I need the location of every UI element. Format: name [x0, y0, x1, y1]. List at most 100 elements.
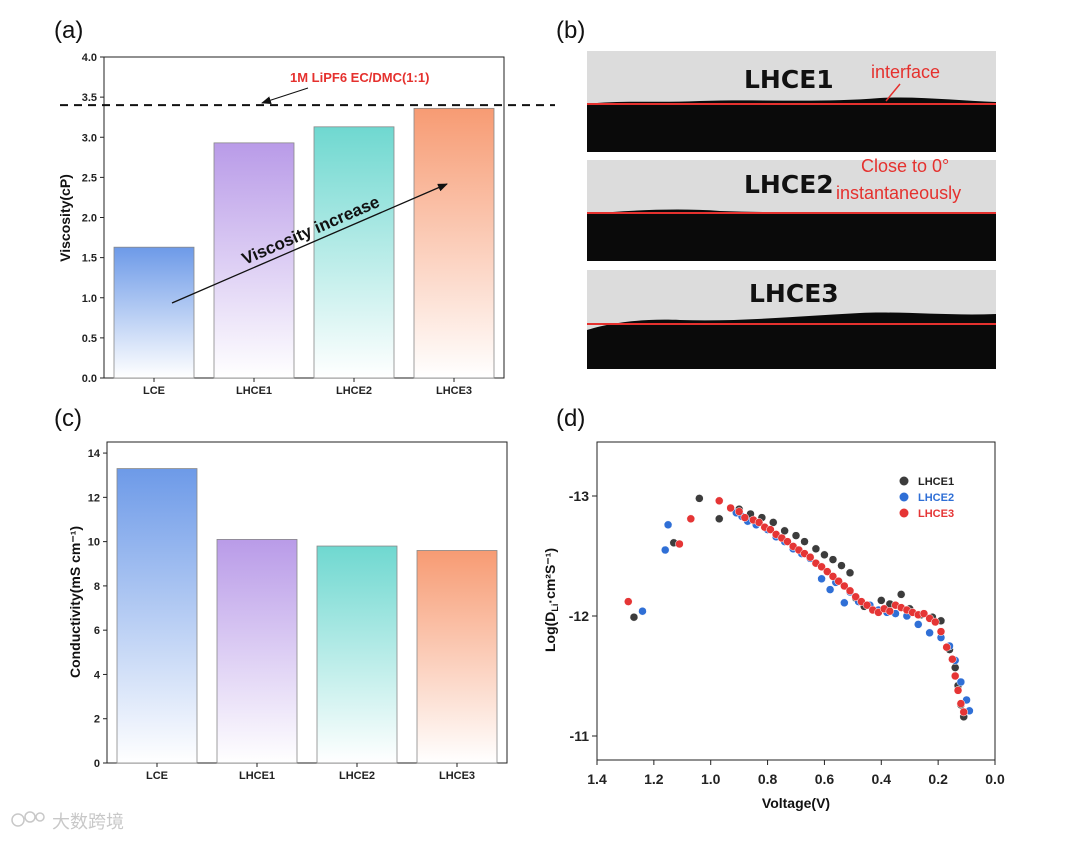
- x-tick-label: LHCE1: [239, 770, 275, 782]
- x-tick-label: 0.6: [815, 771, 835, 787]
- point-lhce1: [780, 526, 789, 536]
- viscosity-y-axis-title: Viscosity(cP): [57, 174, 73, 262]
- point-lhce2: [956, 677, 966, 687]
- point-lhce2: [638, 606, 647, 616]
- point-lhce3: [740, 513, 750, 522]
- point-lhce1: [811, 544, 821, 554]
- x-tick-label: LHCE2: [336, 385, 372, 397]
- diffusion-plot-frame: [596, 441, 996, 761]
- legend-label-lhce3: LHCE3: [918, 508, 954, 520]
- photo-lhce3-label: LHCE3: [749, 279, 839, 308]
- point-lhce3: [686, 514, 696, 524]
- legend-label-lhce1: LHCE1: [918, 476, 954, 488]
- point-lhce3: [714, 496, 724, 506]
- point-lhce2: [825, 585, 835, 594]
- interface-pointer-arrow: [885, 83, 901, 102]
- point-lhce3: [950, 671, 960, 681]
- diffusion-y-title-rest: ·cm²S⁻¹): [542, 548, 558, 604]
- point-lhce3: [823, 567, 832, 576]
- photo-lhce2-note-line2: instantaneously: [836, 183, 961, 203]
- point-lhce1: [714, 514, 724, 524]
- y-tick-label: 2: [94, 714, 100, 726]
- y-tick-label: -12: [569, 608, 589, 624]
- point-lhce2: [925, 628, 934, 638]
- conductivity-y-axis-title: Conductivity(mS cm⁻¹): [67, 526, 83, 678]
- point-lhce1: [791, 531, 801, 540]
- point-lhce3: [734, 507, 744, 516]
- bar-lhce1: [216, 539, 298, 764]
- y-tick-label: 0.5: [82, 333, 97, 345]
- point-lhce1: [896, 590, 906, 599]
- panel-d-label: (d): [556, 405, 585, 432]
- viscosity-chart: 0.0 0.5 1.0 1.5 2.0 2.5 3.0 3.5 4.0 LCE LHCE1 LHCE…: [57, 52, 555, 397]
- point-lhce3: [862, 600, 872, 610]
- x-tick-label: LHCE3: [436, 385, 472, 397]
- x-tick-label: 1.4: [587, 771, 607, 787]
- photo-lhce3-substrate: [587, 312, 996, 369]
- point-lhce3: [840, 581, 849, 591]
- bar-lhce2: [313, 126, 395, 379]
- photo-lhce1-note: interface: [871, 62, 940, 82]
- point-lhce3: [834, 576, 843, 586]
- diffusion-x-axis-title: Voltage(V): [762, 795, 830, 811]
- y-tick-label: 4: [94, 669, 101, 681]
- x-tick-label: 1.2: [644, 771, 664, 787]
- photo-lhce3: LHCE3: [587, 270, 996, 369]
- y-tick-label: 0.0: [82, 373, 97, 385]
- point-lhce3: [624, 597, 633, 606]
- point-lhce1: [828, 555, 838, 564]
- y-tick-label: 2.5: [82, 172, 97, 184]
- point-lhce2: [660, 545, 670, 555]
- y-tick-label: 2.0: [82, 213, 97, 225]
- x-tick-label: 0.2: [928, 771, 948, 787]
- point-lhce2: [913, 620, 923, 629]
- y-tick-label: 1.5: [82, 253, 97, 265]
- point-lhce3: [851, 592, 860, 602]
- reference-pointer-arrow: [261, 87, 309, 105]
- trend-arrow: [171, 183, 448, 304]
- point-lhce3: [828, 572, 838, 581]
- x-tick-label: LHCE2: [339, 770, 375, 782]
- point-lhce3: [931, 617, 940, 627]
- panel-b-label: (b): [556, 17, 585, 44]
- point-lhce3: [726, 503, 735, 513]
- point-lhce2: [840, 598, 849, 608]
- point-lhce3: [936, 627, 946, 636]
- point-lhce3: [942, 642, 951, 652]
- watermark-logo-icon: [11, 813, 25, 827]
- watermark-text: 大数跨境: [52, 812, 124, 833]
- point-lhce3: [845, 586, 855, 596]
- point-lhce3: [953, 686, 963, 695]
- point-lhce3: [817, 562, 826, 572]
- y-tick-label: 4.0: [82, 52, 97, 64]
- legend-marker-lhce1: [899, 476, 909, 486]
- y-tick-label: 12: [88, 492, 100, 504]
- photo-lhce2: LHCE2 Close to 0° instantaneously: [587, 156, 996, 261]
- bar-lce: [113, 246, 195, 379]
- x-tick-label: 1.0: [701, 771, 721, 787]
- x-tick-label: LHCE3: [439, 770, 475, 782]
- diffusion-y-title-sub: Li: [550, 604, 560, 612]
- point-lhce3: [956, 699, 966, 708]
- point-lhce1: [837, 561, 846, 570]
- y-tick-label: 14: [88, 448, 101, 460]
- contact-angle-photos: LHCE1 interface LHCE2 Close to 0° instan…: [587, 51, 996, 369]
- y-tick-label: 6: [94, 625, 100, 637]
- y-tick-label: 3.5: [82, 92, 97, 104]
- y-tick-label: 3.0: [82, 132, 97, 144]
- x-tick-label: LCE: [143, 385, 165, 397]
- watermark-logo-icon-2: [24, 811, 36, 823]
- point-lhce3: [783, 537, 792, 546]
- bar-lhce1: [213, 142, 295, 379]
- bar-lhce3: [416, 550, 498, 764]
- photo-lhce1: LHCE1 interface: [587, 51, 996, 152]
- x-tick-label: LCE: [146, 770, 168, 782]
- point-lhce1: [845, 568, 855, 578]
- bar-lhce3: [413, 107, 495, 379]
- legend-marker-lhce3: [899, 508, 909, 518]
- conductivity-plot-frame: [106, 441, 508, 764]
- diffusion-y-axis-title: Log(DLi·cm²S⁻¹): [542, 548, 560, 652]
- bar-lhce2: [316, 545, 398, 764]
- y-tick-label: 0: [94, 758, 100, 770]
